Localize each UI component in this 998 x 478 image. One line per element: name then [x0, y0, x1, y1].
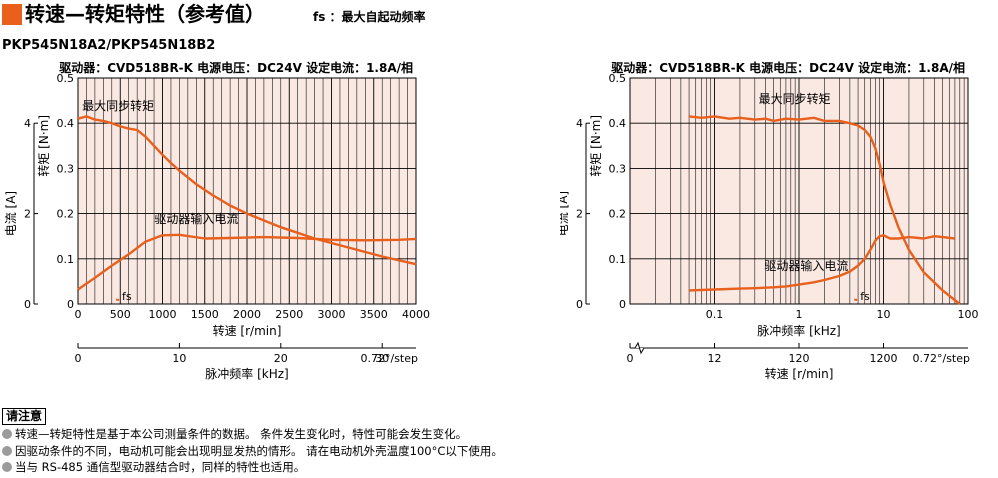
x-axis-label: 转速 [r/min] — [213, 323, 282, 338]
y-tick-label: 0.3 — [57, 162, 75, 175]
plot-frame — [629, 77, 969, 305]
x-tick-label: 0 — [75, 308, 82, 321]
x2-tick-label: 30 — [375, 352, 389, 365]
notice-item: 转速—转矩特性是基于本公司测量条件的数据。 条件发生变化时，特性可能会发生变化。 — [2, 426, 503, 443]
series-label: 驱动器输入电流 — [764, 258, 848, 273]
notice-item: 当与 RS-485 通信型驱动器结合时，同样的特性也适用。 — [2, 459, 503, 476]
y-tick-label: 0.4 — [57, 117, 75, 130]
x2-axis-label: 脉冲频率 [kHz] — [205, 366, 288, 381]
x-tick-label: 2000 — [233, 308, 261, 321]
x2-tick-label: 120 — [789, 352, 810, 365]
current-tick-label: 2 — [576, 208, 583, 221]
current-tick-label: 0 — [576, 298, 583, 311]
series-line — [689, 234, 956, 292]
chart-linear: 驱动器：CVD518BR-K 电源电压：DC24V 设定电流：1.8A/相 0 0.… — [4, 60, 430, 381]
y-tick-label: 0.4 — [609, 117, 627, 130]
x-tick-label: 3000 — [318, 308, 346, 321]
current-tick-label: 2 — [24, 208, 31, 221]
x2-tick-label: 10 — [172, 352, 186, 365]
x2-tick-label: 0 — [627, 352, 634, 365]
series-label: 最大同步转矩 — [759, 91, 831, 106]
fs-label: fs — [860, 290, 870, 303]
x-tick-label: 3500 — [360, 308, 388, 321]
x-tick-label: 1 — [796, 308, 803, 321]
fs-marker — [854, 298, 858, 301]
bullet-icon — [2, 462, 12, 473]
notice-text: 转速—转矩特性是基于本公司测量条件的数据。 条件发生变化时，特性可能会发生变化。 — [15, 427, 468, 441]
x-tick-label: 1000 — [149, 308, 177, 321]
chart-header: 驱动器：CVD518BR-K 电源电压：DC24V 设定电流：1.8A/相 — [59, 60, 413, 75]
axis-break-icon — [634, 341, 645, 355]
y-axis-label: 转矩 [N·m] — [36, 115, 51, 177]
y-tick-label: 0.2 — [57, 208, 75, 221]
current-tick-label: 0 — [24, 298, 31, 311]
model-name: PKP545N18A2/PKP545N18B2 — [2, 38, 216, 53]
x-tick-label: 500 — [110, 308, 131, 321]
bullet-icon — [2, 445, 12, 456]
x2-tick-label: 12 — [708, 352, 722, 365]
x-tick-label: 4000 — [402, 308, 430, 321]
current-tick-label: 4 — [576, 117, 583, 130]
x2-step-label: 0.72°/step — [361, 352, 419, 365]
y-tick-label: 0.1 — [609, 253, 627, 266]
notice-text: 因驱动条件的不同，电动机可能会出现明显发热的情形。 请在电动机外壳温度100°C… — [15, 443, 503, 458]
x2-tick-label: 1200 — [870, 352, 898, 365]
current-tick-label: 4 — [24, 117, 31, 130]
chart-header: 驱动器：CVD518BR-K 电源电压：DC24V 设定电流：1.8A/相 — [611, 60, 965, 75]
fs-label: fs — [122, 290, 132, 303]
y2-axis-label: 电流 [A] — [560, 191, 570, 236]
x-tick-label: 10 — [877, 308, 891, 321]
series-label: 最大同步转矩 — [82, 98, 154, 113]
notice-label: 请注意 — [2, 408, 47, 425]
x-tick-label: 0.1 — [706, 308, 724, 321]
y-axis-label: 转矩 [N·m] — [588, 115, 603, 177]
bullet-icon — [2, 429, 12, 440]
x2-tick-label: 20 — [274, 352, 288, 365]
x-tick-label: 1500 — [191, 308, 219, 321]
fs-marker — [115, 298, 120, 301]
x-tick-label: 100 — [958, 308, 979, 321]
y-tick-label: 0 — [619, 298, 626, 311]
chart-log: 驱动器：CVD518BR-K 电源电压：DC24V 设定电流：1.8A/相 0 0.… — [560, 60, 979, 381]
series-label: 驱动器输入电流 — [154, 211, 238, 226]
x-axis-label: 脉冲频率 [kHz] — [757, 323, 840, 338]
y-tick-label: 0.5 — [609, 72, 627, 85]
fs-note: fs ：最大自起动频率 — [313, 10, 426, 24]
notice-list: 转速—转矩特性是基于本公司测量条件的数据。 条件发生变化时，特性可能会发生变化。… — [2, 426, 503, 476]
series-line — [688, 115, 961, 305]
y-tick-label: 0 — [67, 298, 74, 311]
series-line — [77, 115, 417, 266]
x-tick-label: 2500 — [275, 308, 303, 321]
y-tick-label: 0.2 — [609, 208, 627, 221]
x2-tick-label: 0 — [75, 352, 82, 365]
title-marker — [2, 4, 22, 25]
page-title: 转速—转矩特性（参考值） — [25, 2, 265, 26]
plot-frame — [77, 77, 417, 305]
y-tick-label: 0.3 — [609, 162, 627, 175]
y2-axis-label: 电流 [A] — [4, 191, 18, 236]
notice-item: 因驱动条件的不同，电动机可能会出现明显发热的情形。 请在电动机外壳温度100°C… — [2, 443, 503, 460]
series-line — [77, 233, 417, 291]
y-tick-label: 0.5 — [57, 72, 75, 85]
x2-axis-label: 转速 [r/min] — [765, 366, 834, 381]
notice-text: 当与 RS-485 通信型驱动器结合时，同样的特性也适用。 — [15, 460, 306, 474]
x2-step-label: 0.72°/step — [913, 352, 971, 365]
y-tick-label: 0.1 — [57, 253, 75, 266]
